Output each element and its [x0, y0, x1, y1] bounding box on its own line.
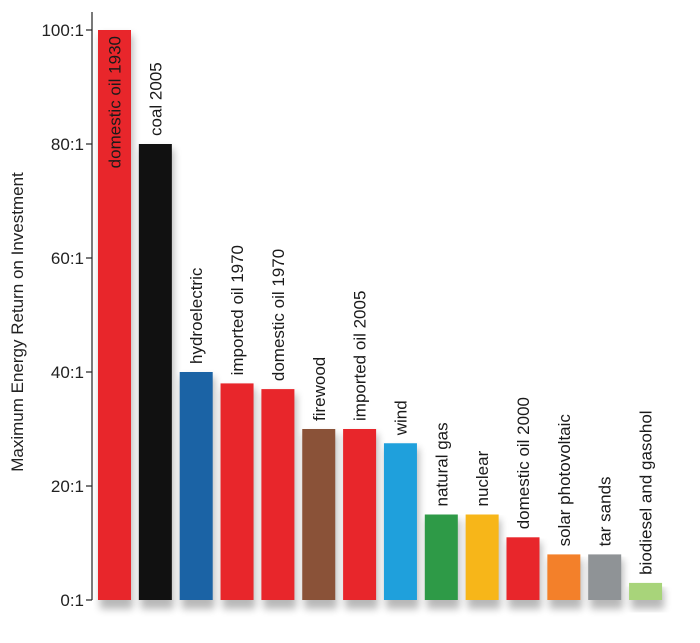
- bar-label: coal 2005: [146, 62, 165, 136]
- bar-label: domestic oil 1930: [106, 36, 125, 168]
- bar-label: biodiesel and gasohol: [637, 410, 656, 574]
- bar-label: wind: [391, 400, 410, 436]
- bar-label: hydroelectric: [187, 267, 206, 364]
- bar: [506, 537, 540, 600]
- bar-label: solar photovoltaic: [555, 414, 574, 547]
- bar-labels: domestic oil 1930 coal 2005 hydroelectric i…: [106, 36, 656, 575]
- bar-label: domestic oil 2000: [514, 397, 533, 529]
- bar-label: imported oil 1970: [228, 245, 247, 375]
- bars: [98, 30, 663, 600]
- bar: [424, 514, 458, 600]
- bar: [465, 514, 499, 600]
- bar-label: natural gas: [432, 422, 451, 506]
- bar: [302, 429, 336, 600]
- y-tick-label: 0:1: [60, 591, 84, 610]
- bar-label: domestic oil 1970: [269, 249, 288, 381]
- y-tick-label: 60:1: [51, 249, 84, 268]
- y-tick-label: 100:1: [41, 21, 84, 40]
- bar: [629, 582, 663, 600]
- bar: [343, 429, 377, 600]
- bar-label: tar sands: [596, 476, 615, 546]
- y-axis-label: Maximum Energy Return on Investment: [8, 172, 27, 472]
- bar: [179, 372, 213, 600]
- bar: [588, 554, 622, 600]
- y-tick-label: 40:1: [51, 363, 84, 382]
- bar-label: firewood: [310, 357, 329, 421]
- bar: [220, 383, 254, 600]
- bar: [547, 554, 581, 600]
- y-ticks: 0:1 20:1 40:1 60:1 80:1 100:1: [41, 21, 92, 610]
- bar-label: imported oil 2005: [351, 291, 370, 421]
- bar-label: nuclear: [473, 450, 492, 506]
- y-tick-label: 80:1: [51, 135, 84, 154]
- bar: [383, 443, 417, 600]
- bar: [261, 389, 295, 600]
- bar: [98, 30, 131, 600]
- bar: [138, 144, 172, 600]
- y-tick-label: 20:1: [51, 477, 84, 496]
